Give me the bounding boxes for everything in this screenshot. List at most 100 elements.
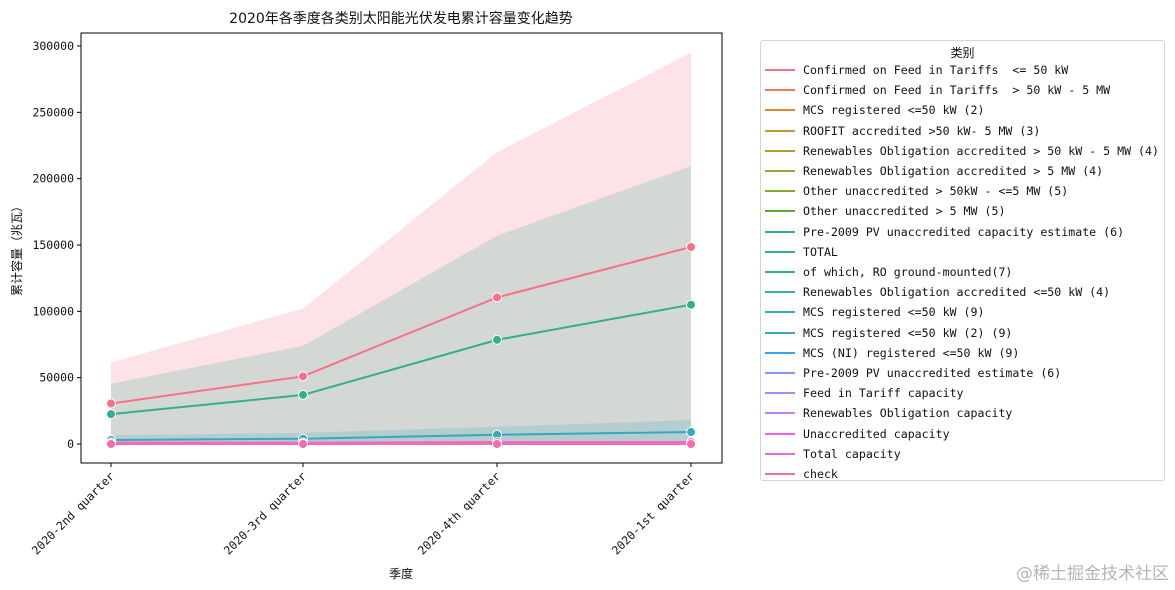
legend-swatch xyxy=(765,190,795,193)
legend-label: Renewables Obligation accredited > 5 MW … xyxy=(803,164,1104,178)
legend-swatch xyxy=(765,311,795,314)
legend-label: of which, RO ground-mounted(7) xyxy=(803,265,1013,279)
series-line xyxy=(110,431,692,442)
data-point xyxy=(686,241,696,252)
legend-label: Renewables Obligation accredited > 50 kW… xyxy=(803,143,1159,158)
confidence-band xyxy=(111,166,691,444)
legend-label: Confirmed on Feed in Tariffs <= 50 kW xyxy=(803,63,1069,77)
series-line xyxy=(111,441,691,444)
legend-item: MCS registered <=50 kW (2) (9) xyxy=(765,324,1012,342)
legend-item: of which, RO ground-mounted(7) xyxy=(765,263,1012,281)
chart-title: 2020年各季度各类别太阳能光伏发电累计容量变化趋势 xyxy=(229,10,573,27)
confidence-bands xyxy=(111,52,691,445)
x-axis: 2020-2nd quarter 2020-3rd quarter 2020-4th… xyxy=(29,463,697,557)
series-line xyxy=(110,303,692,416)
legend-swatch xyxy=(765,331,795,334)
legend-swatch xyxy=(765,432,795,435)
watermark: @稀土掘金技术社区 xyxy=(1016,564,1169,584)
legend-item: Unaccredited capacity xyxy=(765,425,950,443)
legend-item: TOTAL xyxy=(765,243,838,261)
legend-label: Renewables Obligation accredited <=50 kW… xyxy=(803,285,1111,300)
legend-item: MCS registered <=50 kW (2) xyxy=(765,101,984,119)
legend-item: ROOFIT accredited >50 kW- 5 MW (3) xyxy=(765,122,1040,140)
legend-swatch xyxy=(765,69,795,71)
confidence-band xyxy=(111,52,691,445)
legend-label: ROOFIT accredited >50 kW- 5 MW (3) xyxy=(803,123,1041,138)
y-tick-label: 200000 xyxy=(32,172,74,186)
x-tick-label: 2020-2nd quarter xyxy=(29,469,117,557)
legend-label: Confirmed on Feed in Tariffs > 50 kW - 5… xyxy=(803,83,1111,98)
data-point xyxy=(492,292,502,303)
legend-swatch xyxy=(765,89,795,92)
legend-item: Feed in Tariff capacity xyxy=(765,384,964,402)
data-point xyxy=(106,398,116,409)
legend-item: Renewables Obligation capacity xyxy=(765,404,1012,422)
legend-label: check xyxy=(803,467,838,481)
legend-label: Unaccredited capacity xyxy=(803,426,950,441)
legend-label: Pre-2009 PV unaccredited estimate (6) xyxy=(803,366,1062,380)
y-tick-label: 150000 xyxy=(32,238,74,252)
x-axis-label: 季度 xyxy=(389,566,413,581)
legend-item: Other unaccredited > 5 MW (5) xyxy=(765,202,1005,220)
legend-swatch xyxy=(765,210,795,213)
legend-swatch xyxy=(765,392,795,395)
x-tick-label: 2020-1st quarter xyxy=(609,469,697,557)
data-point xyxy=(492,439,502,449)
y-tick-label: 50000 xyxy=(39,371,74,385)
legend-label: Total capacity xyxy=(803,446,901,461)
legend-item: MCS registered <=50 kW (9) xyxy=(765,303,984,321)
data-point xyxy=(686,299,696,310)
legend-swatch xyxy=(765,473,795,475)
legend-item: MCS (NI) registered <=50 kW (9) xyxy=(765,344,1019,362)
legend-label: MCS (NI) registered <=50 kW (9) xyxy=(803,345,1020,360)
legend-swatch xyxy=(765,412,795,415)
data-point xyxy=(106,409,116,420)
data-point xyxy=(492,334,502,345)
y-tick-label: 100000 xyxy=(32,304,74,318)
legend-item: Renewables Obligation accredited > 5 MW … xyxy=(765,162,1103,180)
data-point xyxy=(298,371,308,382)
legend-title: 类别 xyxy=(950,46,975,60)
legend-swatch xyxy=(765,271,795,273)
legend-swatch xyxy=(765,149,795,152)
legend-label: Renewables Obligation capacity xyxy=(803,406,1013,421)
x-tick-label: 2020-4th quarter xyxy=(415,469,503,557)
legend-label: Pre-2009 PV unaccredited capacity estima… xyxy=(803,224,1125,239)
legend-item: Renewables Obligation accredited > 50 kW… xyxy=(765,142,1159,160)
legend-label: Feed in Tariff capacity xyxy=(803,386,964,401)
y-tick-label: 250000 xyxy=(32,105,74,119)
legend-label: TOTAL xyxy=(803,244,838,259)
legend-item: check xyxy=(765,465,838,483)
legend: 类别 Confirmed on Feed in Tariffs <= 50 kW… xyxy=(760,40,1165,481)
legend-swatch xyxy=(765,170,795,172)
legend-item: Other unaccredited > 50kW - <=5 MW (5) xyxy=(765,182,1068,200)
data-point xyxy=(106,439,116,449)
legend-item: Pre-2009 PV unaccredited estimate (6) xyxy=(765,364,1061,382)
legend-swatch xyxy=(765,291,795,294)
data-point xyxy=(298,439,308,449)
data-point xyxy=(686,427,696,438)
legend-swatch xyxy=(765,230,795,233)
data-point xyxy=(686,439,696,449)
legend-item: Renewables Obligation accredited <=50 kW… xyxy=(765,283,1110,301)
legend-swatch xyxy=(765,351,795,354)
y-axis: 0 50000 100000 150000 200000 250000 300000 xyxy=(32,39,81,451)
plot-frame xyxy=(80,32,723,464)
series-markers xyxy=(106,241,696,449)
legend-label: MCS registered <=50 kW (2) xyxy=(803,103,985,118)
legend-item: Pre-2009 PV unaccredited capacity estima… xyxy=(765,223,1124,241)
legend-swatch xyxy=(765,372,795,374)
series-lines xyxy=(110,246,692,445)
y-tick-label: 0 xyxy=(67,437,74,451)
legend-item: Confirmed on Feed in Tariffs <= 50 kW xyxy=(765,61,1068,79)
y-tick-label: 300000 xyxy=(32,39,74,53)
y-axis-label: 累计容量（兆瓦） xyxy=(9,200,24,296)
legend-swatch xyxy=(765,250,795,253)
legend-label: MCS registered <=50 kW (9) xyxy=(803,305,985,320)
data-point xyxy=(298,389,308,400)
legend-label: MCS registered <=50 kW (2) (9) xyxy=(803,325,1013,340)
legend-item: Confirmed on Feed in Tariffs > 50 kW - 5… xyxy=(765,81,1110,99)
series-line xyxy=(110,246,692,405)
legend-swatch xyxy=(765,452,795,455)
legend-label: Other unaccredited > 5 MW (5) xyxy=(803,204,1006,219)
